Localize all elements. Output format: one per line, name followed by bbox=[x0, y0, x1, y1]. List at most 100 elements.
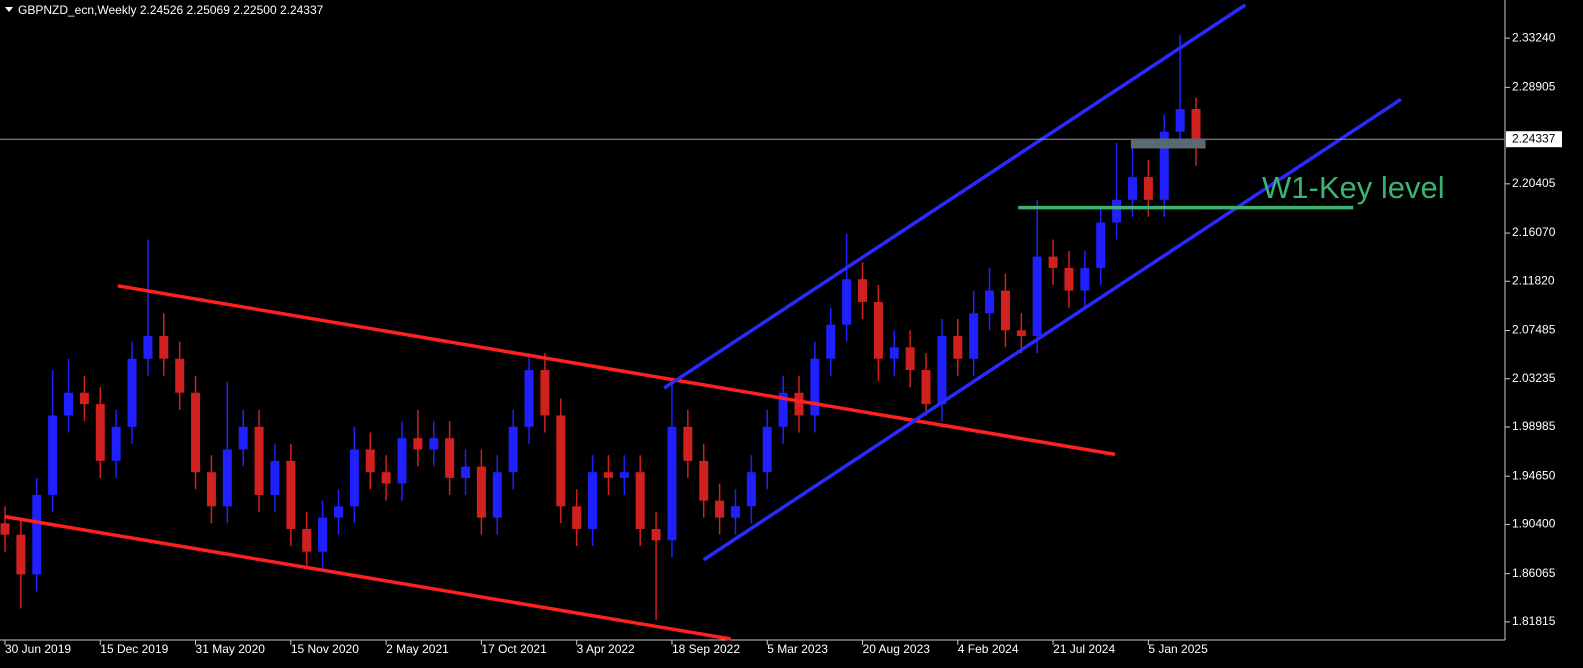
candle-body bbox=[508, 426, 518, 473]
candle-body bbox=[619, 472, 629, 478]
candle-body bbox=[1064, 267, 1074, 291]
candle-body bbox=[206, 472, 216, 507]
candle-body bbox=[651, 528, 661, 541]
x-tick-label: 21 Jul 2024 bbox=[1053, 642, 1115, 656]
candle-body bbox=[953, 336, 963, 359]
candle-body bbox=[302, 528, 312, 552]
candle-body bbox=[572, 506, 582, 529]
candle-body bbox=[540, 370, 550, 416]
x-tick-label: 30 Jun 2019 bbox=[5, 642, 71, 656]
candle-body bbox=[1000, 290, 1010, 331]
candle-body bbox=[461, 466, 471, 478]
candle-body bbox=[1175, 108, 1185, 132]
x-tick-label: 18 Sep 2022 bbox=[672, 642, 740, 656]
candle-body bbox=[381, 472, 391, 484]
candle-body bbox=[858, 279, 868, 302]
x-tick-label: 20 Aug 2023 bbox=[863, 642, 931, 656]
candle-body bbox=[127, 358, 137, 427]
candle-body bbox=[746, 472, 756, 507]
y-tick-label: 1.98985 bbox=[1512, 419, 1556, 433]
candle-body bbox=[175, 358, 185, 393]
candle-body bbox=[48, 415, 58, 495]
candle-body bbox=[111, 426, 121, 461]
candle-body bbox=[286, 460, 296, 529]
y-tick-label: 1.86065 bbox=[1512, 566, 1556, 580]
candle-body bbox=[1112, 199, 1122, 223]
candle-body bbox=[794, 392, 804, 416]
candle-body bbox=[715, 500, 725, 518]
candle-body bbox=[556, 415, 566, 507]
candle-body bbox=[349, 449, 359, 507]
candle-body bbox=[778, 392, 788, 427]
candle-body bbox=[445, 438, 455, 478]
menu-arrow[interactable] bbox=[5, 7, 13, 12]
candle-body bbox=[32, 494, 42, 575]
candle-body bbox=[1080, 267, 1090, 291]
candle-body bbox=[397, 438, 407, 484]
y-tick-label: 1.94650 bbox=[1512, 468, 1556, 482]
candle-body bbox=[603, 472, 613, 478]
candle-body bbox=[1159, 131, 1169, 200]
candle-body bbox=[1127, 177, 1137, 200]
x-tick-label: 5 Mar 2023 bbox=[767, 642, 828, 656]
candle-body bbox=[429, 438, 439, 450]
candle-body bbox=[1143, 177, 1153, 200]
trend-line bbox=[117, 284, 1116, 457]
candle-body bbox=[810, 358, 820, 416]
price-label: 2.24337 bbox=[1512, 131, 1556, 145]
candle-body bbox=[318, 517, 328, 552]
y-tick-label: 2.03235 bbox=[1512, 371, 1556, 385]
candle-body bbox=[1032, 256, 1042, 337]
x-tick-label: 31 May 2020 bbox=[196, 642, 266, 656]
x-tick-label: 17 Oct 2021 bbox=[481, 642, 547, 656]
candle-body bbox=[333, 506, 343, 518]
candle-body bbox=[79, 392, 89, 405]
trend-line bbox=[4, 514, 732, 641]
candle-body bbox=[476, 466, 486, 518]
candle-body bbox=[492, 472, 502, 518]
candle-body bbox=[889, 347, 899, 359]
candle-body bbox=[905, 347, 915, 371]
key-zone bbox=[1130, 138, 1206, 149]
candle-body bbox=[238, 426, 248, 450]
y-tick-label: 2.16070 bbox=[1512, 225, 1556, 239]
candle-body bbox=[921, 370, 931, 405]
candle-body bbox=[667, 426, 677, 541]
candle-body bbox=[191, 392, 201, 473]
candle-body bbox=[826, 324, 836, 359]
candle-body bbox=[159, 336, 169, 359]
x-tick-label: 2 May 2021 bbox=[386, 642, 449, 656]
candle-body bbox=[635, 472, 645, 529]
x-tick-label: 15 Dec 2019 bbox=[100, 642, 168, 656]
y-tick-label: 2.07485 bbox=[1512, 323, 1556, 337]
price-label-box bbox=[1506, 131, 1562, 148]
y-tick-label: 2.20405 bbox=[1512, 176, 1556, 190]
y-tick-label: 2.28905 bbox=[1512, 80, 1556, 94]
candle-body bbox=[969, 313, 979, 359]
candle-body bbox=[588, 472, 598, 529]
trend-line bbox=[663, 3, 1247, 390]
annotation: W1-Key level bbox=[1262, 170, 1445, 205]
x-tick-label: 5 Jan 2025 bbox=[1148, 642, 1208, 656]
candle-body bbox=[95, 404, 105, 461]
candle-body bbox=[842, 279, 852, 325]
candle-body bbox=[873, 301, 883, 359]
candle-body bbox=[0, 523, 10, 535]
candle-body bbox=[1016, 330, 1026, 337]
candle-body bbox=[1096, 222, 1106, 268]
candle-body bbox=[64, 392, 74, 416]
y-tick-label: 2.11820 bbox=[1512, 273, 1555, 287]
candle-body bbox=[524, 370, 534, 427]
candle-body bbox=[762, 426, 772, 473]
y-tick-label: 1.81815 bbox=[1512, 614, 1556, 628]
candle-body bbox=[985, 290, 995, 314]
candle-body bbox=[699, 460, 709, 501]
candle-body bbox=[270, 460, 280, 495]
candle-body bbox=[683, 426, 693, 461]
x-tick-label: 3 Apr 2022 bbox=[577, 642, 635, 656]
candle-body bbox=[937, 336, 947, 405]
y-tick-label: 2.33240 bbox=[1512, 30, 1556, 44]
candle-body bbox=[413, 438, 423, 450]
